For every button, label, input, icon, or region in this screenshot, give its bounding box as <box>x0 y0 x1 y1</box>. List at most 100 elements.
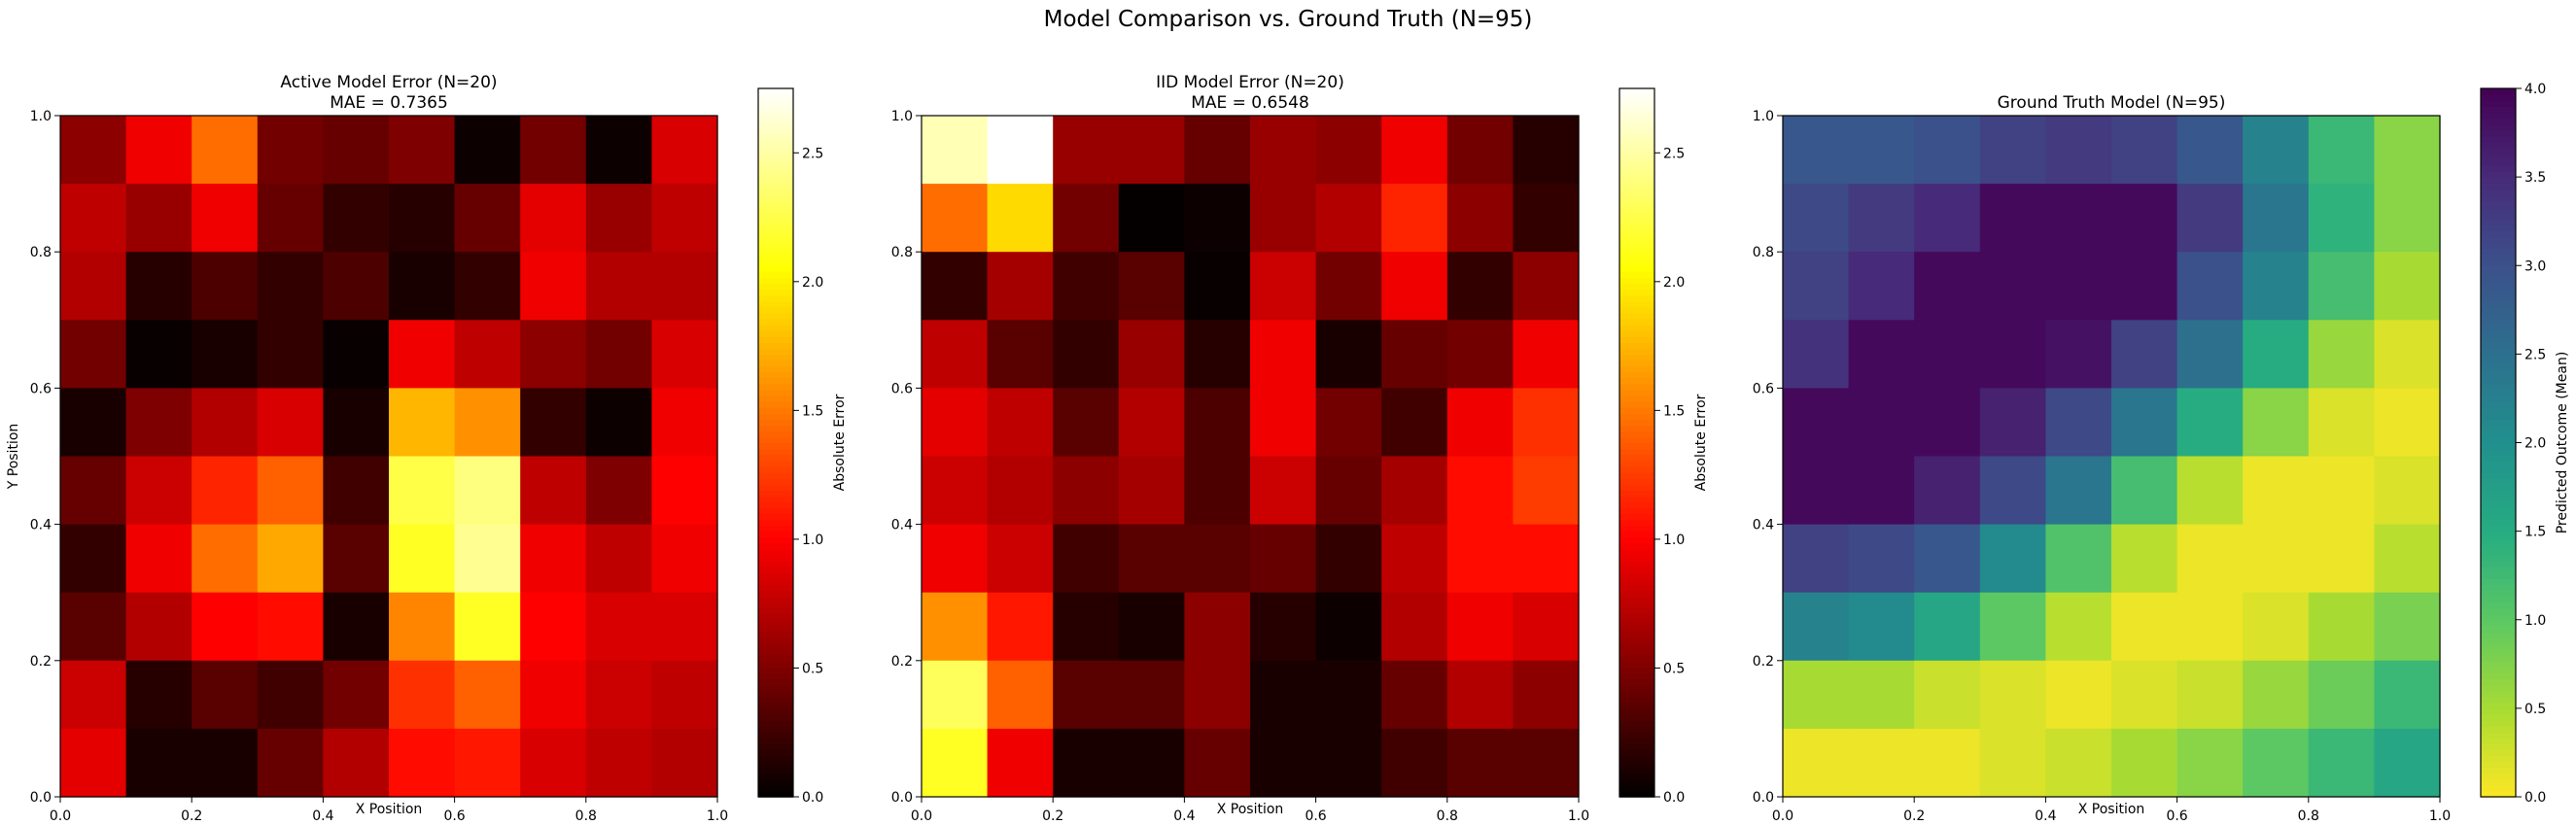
colorbar-band <box>758 590 793 598</box>
heatmap-cell <box>2176 388 2244 458</box>
x-tick-label: 0.0 <box>1772 808 1793 824</box>
colorbar-band <box>758 572 793 579</box>
colorbar-band <box>2481 720 2516 727</box>
colorbar-band <box>758 294 793 302</box>
heatmap-cell <box>1783 116 1850 185</box>
heatmap-cell <box>1848 524 1915 594</box>
y-tick-label: 0.6 <box>891 381 913 396</box>
colorbar-band <box>1619 477 1654 485</box>
colorbar-tick-label: 2.0 <box>2524 436 2546 452</box>
heatmap-cell <box>60 456 127 526</box>
heatmap-cell <box>1053 184 1120 253</box>
heatmap-cell <box>2176 592 2244 662</box>
plot-frame <box>921 115 1580 798</box>
heatmap-cell <box>2045 252 2112 321</box>
heatmap-cell <box>2308 728 2375 798</box>
heatmap-cell <box>1914 660 1981 730</box>
colorbar-band <box>1619 147 1654 155</box>
heatmap-cell <box>454 116 521 185</box>
heatmap-cell <box>323 592 390 662</box>
heatmap-cell <box>520 184 587 253</box>
colorbar-band <box>1619 265 1654 273</box>
heatmap-cell <box>1250 388 1317 458</box>
colorbar-band <box>2481 613 2516 621</box>
colorbar-band <box>2481 336 2516 343</box>
colorbar-band <box>758 395 793 402</box>
colorbar-band <box>2481 129 2516 137</box>
colorbar-band <box>758 300 793 308</box>
colorbar-band <box>758 259 793 266</box>
colorbar-band <box>758 584 793 592</box>
heatmap-cell <box>1381 252 1448 321</box>
panel-title: Active Model Error (N=20) <box>280 73 497 92</box>
colorbar-band <box>1619 602 1654 609</box>
heatmap-cell <box>1184 728 1251 798</box>
colorbar-band <box>758 336 793 343</box>
colorbar-band <box>2481 596 2516 603</box>
heatmap-cell <box>389 388 456 458</box>
colorbar-band <box>758 732 793 739</box>
colorbar-band <box>2481 377 2516 385</box>
colorbar-band <box>2481 578 2516 586</box>
colorbar-band <box>2481 306 2516 314</box>
colorbar-band <box>2481 189 2516 196</box>
heatmap-cell <box>1783 320 1850 389</box>
heatmap-cell <box>1118 456 1185 526</box>
y-tick-label: 0.2 <box>1753 654 1774 670</box>
heatmap-cell <box>987 728 1054 798</box>
colorbar-band <box>2481 471 2516 479</box>
colorbar-band <box>2481 289 2516 296</box>
colorbar-band <box>1619 223 1654 231</box>
x-tick-label: 0.6 <box>443 808 465 824</box>
colorbar-band <box>758 655 793 662</box>
heatmap-cell <box>2045 456 2112 526</box>
colorbar-band <box>758 312 793 320</box>
heatmap-cell <box>1250 116 1317 185</box>
heatmap-cell <box>1848 456 1915 526</box>
x-axis-label: X Position <box>1217 802 1284 817</box>
colorbar-band <box>1619 206 1654 214</box>
colorbar-band <box>2481 360 2516 367</box>
colorbar-band <box>2481 484 2516 491</box>
y-axis-label: Y Position <box>6 424 21 491</box>
heatmap-cell <box>1250 592 1317 662</box>
colorbar-band <box>1619 189 1654 196</box>
colorbar-band <box>1619 235 1654 243</box>
colorbar-band <box>758 183 793 189</box>
colorbar-tick-label: 2.5 <box>2524 347 2546 362</box>
colorbar-band <box>1619 283 1654 291</box>
colorbar-band <box>1619 400 1654 408</box>
heatmap-cell <box>125 184 192 253</box>
heatmap-cell <box>2176 252 2244 321</box>
heatmap-cell <box>1446 320 1514 389</box>
colorbar-band <box>758 123 793 131</box>
colorbar-band <box>2481 625 2516 633</box>
colorbar-band <box>2481 442 2516 450</box>
colorbar-frame <box>757 87 794 798</box>
colorbar-band <box>2481 477 2516 485</box>
colorbar-band <box>1619 371 1654 379</box>
colorbar-band <box>758 348 793 356</box>
heatmap-cell <box>2308 320 2375 389</box>
heatmap-cell <box>2374 116 2441 185</box>
heatmap-cell <box>454 592 521 662</box>
colorbar-band <box>758 118 793 125</box>
heatmap-cell <box>585 388 652 458</box>
colorbar-band <box>1619 607 1654 615</box>
heatmap-cell <box>1783 184 1850 253</box>
heatmap-cell <box>1118 660 1185 730</box>
colorbar-band <box>758 147 793 155</box>
colorbar-band <box>1619 767 1654 774</box>
heatmap-cell <box>987 388 1054 458</box>
colorbar-band <box>2481 490 2516 497</box>
heatmap-cell <box>2308 592 2375 662</box>
colorbar-band <box>2481 271 2516 279</box>
colorbar-band <box>1619 318 1654 326</box>
colorbar-band <box>2481 631 2516 638</box>
colorbar-band <box>758 106 793 114</box>
colorbar-band <box>2481 123 2516 131</box>
heatmap-cells <box>60 116 718 798</box>
colorbar-band <box>2481 177 2516 184</box>
heatmap-cell <box>2176 184 2244 253</box>
heatmap-cell <box>2045 524 2112 594</box>
